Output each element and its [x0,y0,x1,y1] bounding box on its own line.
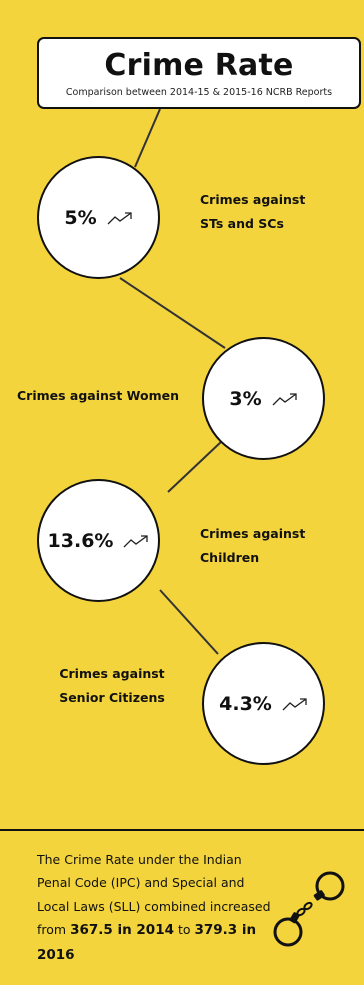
stat-value: 5% [64,206,97,229]
connector-line-4 [159,589,219,655]
page-title: Crime Rate [104,48,294,83]
footer-summary: The Crime Rate under the Indian Penal Co… [37,848,277,967]
label-line: STs and SCs [200,216,284,231]
trend-up-icon [123,534,149,547]
circle-senior-citizens: 4.3% [202,642,325,765]
label-women: Crimes against Women [17,384,179,408]
connector-line-3 [167,440,223,493]
stat-value: 4.3% [219,692,272,715]
label-sts-scs: Crimes against STs and SCs [200,188,305,236]
label-children: Crimes against Children [200,522,364,570]
connector-lines [119,108,226,655]
circle-women: 3% [202,337,325,460]
footer-from-value: 367.5 in 2014 [70,922,174,939]
connector-line-2 [119,277,226,349]
label-line: Crimes against [59,666,165,681]
footer-text-part: The Crime Rate under the Indian Penal Co… [37,852,271,938]
footer-to-value: 379.3 in 2016 [37,922,257,963]
circle-children: 13.6% [37,479,160,602]
trend-up-icon [272,392,297,405]
label-senior-citizens: Crimes against Senior Citizens [47,662,177,710]
label-line: Crimes against Children [200,526,306,565]
title-box: Crime Rate Comparison between 2014-15 & … [37,37,361,109]
label-line: Crimes against [200,192,306,207]
stat-value: 3% [229,387,262,410]
label-line: Crimes against Women [17,388,180,403]
footer-text-part: to [174,922,195,938]
handcuffs-icon [273,871,345,947]
label-line: Senior Citizens [59,690,165,705]
stat-value: 13.6% [47,529,114,552]
divider [0,829,364,831]
page-subtitle: Comparison between 2014-15 & 2015-16 NCR… [65,87,333,98]
circle-sts-scs: 5% [37,156,160,279]
trend-up-icon [107,211,132,224]
connector-line-1 [134,108,161,168]
trend-up-icon [282,697,307,710]
